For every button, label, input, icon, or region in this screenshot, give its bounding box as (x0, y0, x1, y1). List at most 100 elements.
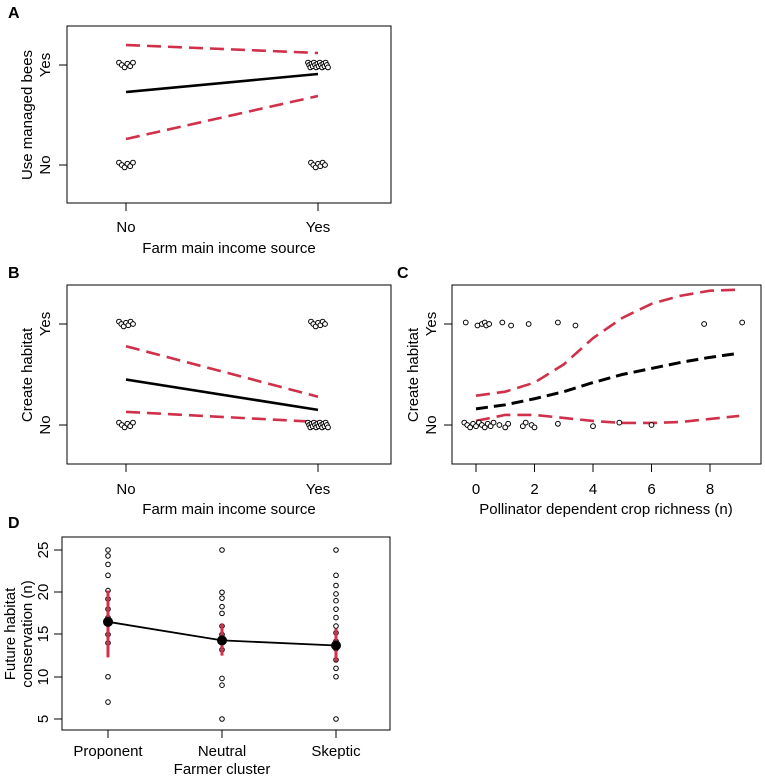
y-tick-label: Yes (423, 312, 440, 336)
data-point (219, 682, 225, 689)
x-axis: Proponent Neutral Skeptic Farmer cluster (73, 729, 361, 778)
ci-upper-line (125, 344, 319, 398)
ci-upper-line (475, 288, 740, 397)
data-point (219, 595, 225, 601)
data-point (105, 572, 111, 579)
data-point (522, 419, 529, 426)
x-tick-label: Yes (306, 481, 330, 498)
data-point (739, 319, 746, 326)
data-point (648, 422, 655, 428)
y-axis-label: Create habitat (405, 327, 422, 422)
data-point (333, 547, 339, 553)
data-point (486, 321, 493, 327)
data-point (219, 589, 225, 596)
ci-lower-line (475, 413, 740, 425)
ci-lower-line (125, 94, 319, 141)
data-point (130, 419, 136, 426)
data-point (490, 419, 497, 426)
panel-label-c: C (397, 265, 409, 282)
x-tick-label: No (116, 481, 135, 498)
y-tick-label: No (37, 155, 54, 174)
data-point (467, 424, 474, 431)
data-point (105, 673, 111, 680)
y-axis-label: Future habitat (2, 587, 19, 680)
x-axis-label: Farmer cluster (174, 761, 271, 778)
data-point (219, 675, 225, 682)
y-axis: Yes No Use managed bees (19, 50, 68, 180)
x-tick-label: 0 (472, 481, 480, 498)
x-tick-label: No (116, 219, 135, 236)
x-tick-label: Proponent (73, 743, 143, 760)
x-axis-label: Farm main income source (142, 240, 315, 257)
y-axis: Yes No Create habitat (19, 312, 68, 435)
data-point (462, 319, 469, 326)
y-tick-label: No (37, 415, 54, 434)
data-point (555, 420, 561, 427)
mean-point (103, 616, 113, 627)
data-point (130, 159, 136, 166)
data-point (333, 572, 339, 579)
data-point (502, 424, 509, 431)
data-point (219, 603, 225, 610)
panel-d: D Proponent Neutral Skeptic Farmer clust… (2, 515, 391, 778)
y-tick-label: Yes (37, 53, 54, 77)
data-point (519, 423, 526, 430)
panel-c: C 0 2 4 6 8 Pollinator dependent crop ri… (397, 265, 762, 518)
x-axis-label: Pollinator dependent crop richness (n) (479, 501, 732, 518)
data-point (701, 321, 708, 327)
panel-label-a: A (8, 5, 20, 22)
data-point (499, 319, 506, 326)
marks (103, 547, 341, 722)
panel-a: A No Yes Farm main income source Yes No … (8, 5, 392, 257)
fit-line (125, 72, 319, 94)
x-tick-label: Neutral (198, 743, 246, 760)
ci-upper-line (125, 43, 319, 55)
x-axis: No Yes Farm main income source (116, 463, 330, 518)
data-point (219, 610, 225, 617)
y-tick-label: No (423, 415, 440, 434)
data-point (333, 597, 339, 604)
data-point (322, 162, 328, 168)
data-point (333, 606, 339, 612)
data-point (505, 420, 512, 427)
x-tick-label: 6 (647, 481, 655, 498)
data-point (333, 582, 339, 589)
data-point (219, 716, 225, 722)
data-point (572, 322, 579, 329)
y-axis: 25 20 15 10 5 Future habitat conservatio… (2, 542, 63, 723)
data-point (555, 319, 561, 326)
fit-line (125, 378, 319, 412)
data-point (105, 547, 111, 553)
data-point (325, 64, 331, 71)
y-tick-label: 5 (35, 715, 52, 723)
y-axis-label: Create habitat (19, 327, 36, 422)
x-tick-label: 8 (706, 481, 714, 498)
data-point (333, 591, 339, 597)
marks (461, 288, 746, 431)
panel-b: B No Yes Farm main income source Yes No … (8, 265, 392, 518)
data-point (496, 422, 503, 428)
data-point (105, 561, 111, 568)
data-point (333, 673, 339, 680)
data-point (531, 424, 538, 431)
x-axis-label: Farm main income source (142, 501, 315, 518)
mean-point (331, 640, 341, 651)
y-tick-label: 10 (35, 669, 52, 686)
data-point (525, 321, 532, 327)
x-tick-label: Skeptic (311, 743, 361, 760)
data-point (105, 699, 111, 705)
panel-label-b: B (8, 265, 20, 282)
data-point (219, 547, 225, 553)
data-point (130, 321, 136, 327)
y-axis: Yes No Create habitat (405, 312, 453, 435)
data-point (322, 321, 328, 327)
x-tick-label: 2 (530, 481, 538, 498)
plot-frame (451, 284, 762, 465)
panel-label-d: D (8, 515, 20, 532)
fit-line (475, 351, 740, 411)
y-tick-label: 25 (35, 542, 52, 559)
data-point (333, 623, 339, 629)
y-tick-label: 15 (35, 626, 52, 643)
data-point (333, 665, 339, 672)
